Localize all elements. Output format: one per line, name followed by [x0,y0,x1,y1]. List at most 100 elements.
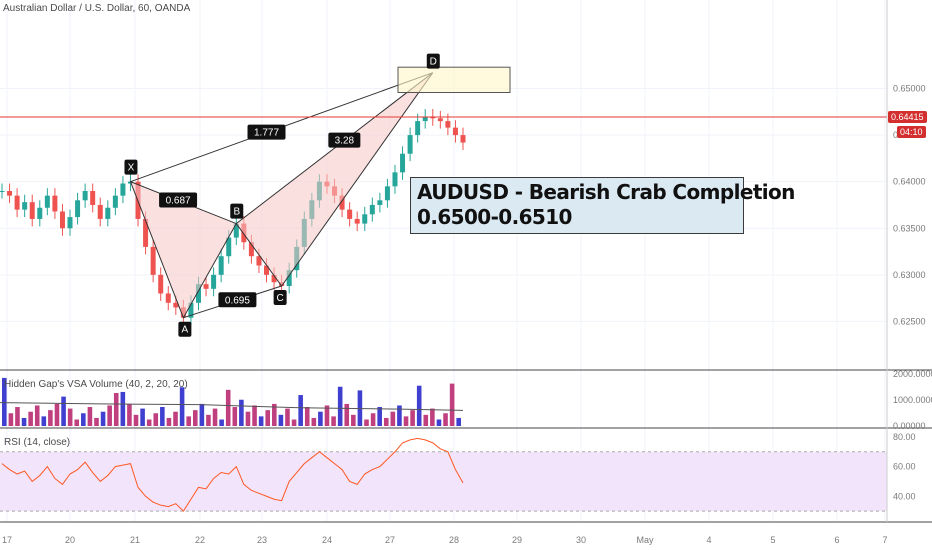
ratio-label: 0.687 [166,196,191,207]
time-tick-label: 6 [834,535,839,545]
candle-body [452,127,458,136]
volume-tick-label: 2000.00000 [893,369,932,379]
volume-bar [61,396,66,426]
candle-body [377,200,383,205]
candle-body [286,270,292,287]
volume-bar [258,416,264,426]
volume-tick-label: 0.00000 [893,421,926,431]
candle-body [384,186,390,201]
price-tick-label: 0.63000 [893,270,926,280]
candle-body [407,135,413,154]
volume-bar [28,411,33,426]
volume-bar [225,389,231,426]
volume-bar [383,417,389,426]
note-title: AUDUSD - Bearish Crab Completion [417,180,795,204]
ratio-badge [159,192,198,208]
candle-body [22,202,28,210]
candle-body [90,190,96,205]
volume-bar [140,408,145,426]
rsi-tick-label: 60.00 [893,462,916,472]
volume-bar [291,419,297,426]
candle-body [415,121,421,136]
pattern-point-label-x: X [128,163,135,174]
time-tick-label: 22 [195,535,205,545]
volume-bar [21,417,27,426]
volume-bar [403,416,409,426]
volume-bar [311,417,317,426]
candle-body [354,218,360,224]
volume-bar [166,417,172,426]
ratio-badge [328,132,361,148]
note-target-zone: 0.6500-0.6510 [417,205,572,229]
time-tick-label: 23 [257,535,267,545]
time-tick-label: 17 [2,535,12,545]
candle-body [271,274,277,283]
ratio-badge [247,124,286,140]
volume-bar [285,408,290,426]
chart-title: Australian Dollar / U.S. Dollar, 60, OAN… [3,3,191,14]
volume-bar [443,413,448,426]
volume-pane [0,377,464,426]
candle-body [347,209,353,219]
candle-body [150,246,156,275]
volume-bar [113,392,119,426]
volume-bar [87,407,93,426]
candle-body [362,214,368,224]
volume-bar [423,414,429,426]
volume-bar [298,395,303,426]
current-price-tag: 0.64415 [888,111,927,123]
volume-bar [94,417,99,426]
volume-bar [15,407,20,426]
candle-body [165,293,171,303]
volume-average-line [0,402,464,411]
candle-body [188,302,194,318]
time-tick-label: 28 [449,535,459,545]
candle-body [112,195,118,208]
candle-body [226,237,232,257]
volume-bar [133,414,139,426]
pattern-point-badge [230,203,244,219]
volume-bar [186,416,191,426]
time-tick-label: 27 [385,535,395,545]
candle-body [422,116,428,122]
pattern-point-badge [178,321,192,337]
volume-bar [252,405,257,426]
time-tick-label: 30 [576,535,586,545]
candle-body [52,195,58,212]
volume-bar [48,410,53,426]
volume-bar [331,416,336,426]
volume-bar [410,410,415,426]
rsi-tick-label: 40.00 [893,491,916,501]
volume-bar [212,408,218,426]
volume-bar [34,405,40,426]
candle-body [143,218,149,247]
volume-bar [377,407,382,426]
time-tick-label: 29 [512,535,522,545]
time-tick-label: 20 [65,535,75,545]
candle-body [264,265,270,275]
volume-bar [192,410,198,426]
pattern-point-label-a: A [182,325,189,336]
analysis-note: AUDUSD - Bearish Crab Completion 0.6500-… [410,177,795,234]
candle-body [400,153,406,173]
volume-bar [390,411,396,426]
target-zone-box [397,66,511,94]
candle-body [44,195,50,208]
volume-bar [146,419,152,426]
candle-body [67,217,73,229]
price-tick-label: 0.65000 [893,84,926,94]
volume-bar [278,414,284,426]
volume-indicator-title: Hidden Gap's VSA Volume (40, 2, 20, 20) [4,379,188,390]
volume-bar [272,403,277,426]
time-tick-label: 21 [130,535,140,545]
ratio-badge [218,292,257,308]
candle-body [14,195,20,210]
candle-body [97,204,103,219]
volume-bar [2,377,7,426]
candle-body [37,207,43,219]
candle-body [75,200,81,218]
pattern-point-badge [426,53,440,69]
candle-body [29,202,35,219]
volume-bar [127,403,132,426]
